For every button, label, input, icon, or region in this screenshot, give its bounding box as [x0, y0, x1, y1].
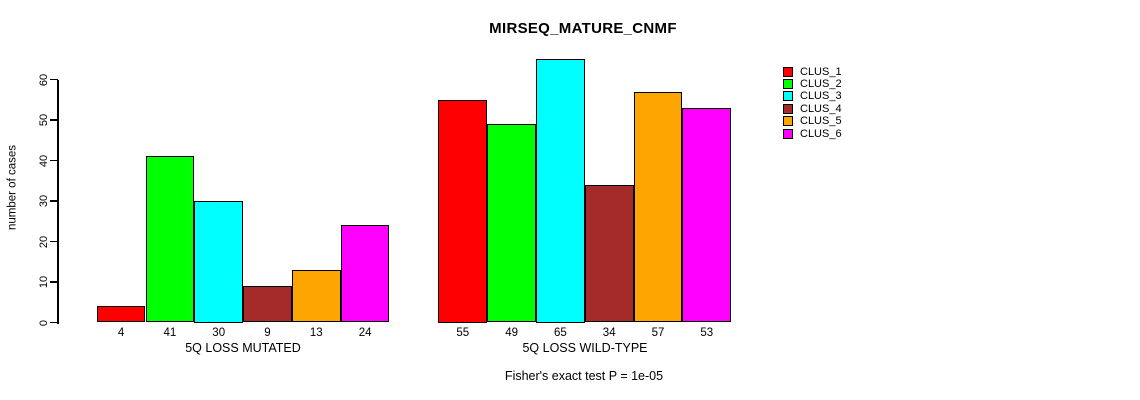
bar-value-label: 24 — [358, 327, 372, 339]
y-axis-tick — [50, 159, 58, 162]
group-label-wildtype: 5Q LOSS WILD-TYPE — [522, 341, 648, 355]
y-axis-tick — [50, 119, 58, 121]
legend-swatch-clus_3 — [783, 91, 793, 102]
legend-label-clus_1: CLUS_1 — [800, 65, 842, 78]
y-axis-tick-label: 30 — [38, 194, 50, 208]
y-axis-tick — [50, 321, 58, 324]
bar-clus_1-group1 — [96, 306, 146, 323]
legend-label-clus_4: CLUS_4 — [800, 102, 842, 115]
legend-label-clus_6: CLUS_6 — [800, 127, 842, 140]
bar-clus_2-group1 — [145, 156, 195, 323]
legend-label-clus_2: CLUS_2 — [800, 77, 842, 90]
bar-clus_2-group2 — [487, 124, 536, 323]
y-axis-tick — [50, 281, 58, 283]
bar-clus_1-group2 — [438, 99, 488, 323]
y-axis-tick-label: 50 — [38, 113, 50, 127]
y-axis-tick-label: 40 — [38, 154, 50, 167]
bar-value-label: 41 — [163, 327, 177, 339]
annotation-fisher-test: Fisher's exact test P = 1e-05 — [504, 369, 664, 383]
legend-swatch-clus_6 — [783, 128, 793, 139]
legend-swatch-clus_1 — [783, 66, 793, 77]
bar-value-label: 53 — [700, 327, 714, 339]
y-axis-tick — [50, 200, 58, 202]
y-axis-tick-label: 10 — [38, 275, 50, 289]
bar-clus_6-group2 — [682, 107, 732, 323]
bar-value-label: 34 — [602, 327, 616, 339]
bar-clus_4-group2 — [584, 184, 634, 323]
y-axis-title: number of cases — [6, 145, 19, 231]
bar-clus_3-group1 — [194, 201, 244, 323]
bar-value-label: 30 — [212, 327, 226, 339]
legend-label-clus_3: CLUS_3 — [800, 90, 842, 103]
bar-value-label: 55 — [456, 327, 470, 339]
bar-clus_4-group1 — [243, 286, 292, 323]
bar-value-label: 49 — [505, 327, 518, 339]
y-axis-line — [57, 79, 59, 324]
bar-value-label: 13 — [309, 327, 323, 339]
legend-swatch-clus_2 — [783, 78, 793, 89]
bar-clus_6-group1 — [340, 225, 390, 323]
group-label-mutated: 5Q LOSS MUTATED — [185, 341, 301, 355]
bar-value-label: 4 — [117, 327, 125, 339]
bar-value-label: 65 — [554, 327, 567, 339]
y-axis-tick-label: 60 — [38, 73, 50, 86]
bar-value-label: 9 — [264, 327, 271, 339]
legend-swatch-clus_5 — [783, 116, 793, 127]
chart-title: MIRSEQ_MATURE_CNMF — [489, 20, 677, 37]
bar-value-label: 57 — [651, 327, 665, 339]
bar-clus_5-group1 — [291, 269, 341, 323]
bar-clus_3-group2 — [536, 59, 585, 323]
legend-label-clus_5: CLUS_5 — [800, 115, 842, 128]
legend-swatch-clus_4 — [783, 103, 793, 114]
y-axis-tick — [50, 240, 58, 243]
y-axis-tick-label: 20 — [38, 235, 50, 248]
y-axis-tick — [50, 78, 58, 81]
bar-clus_5-group2 — [633, 91, 683, 323]
y-axis-tick-label: 0 — [38, 319, 50, 326]
